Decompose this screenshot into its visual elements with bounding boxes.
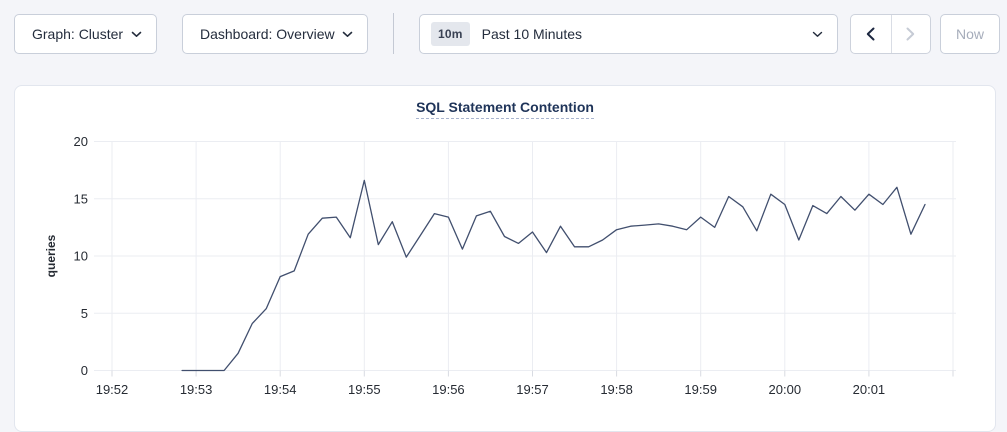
chevron-down-icon <box>812 31 823 37</box>
x-tick-label: 19:55 <box>348 382 381 397</box>
chart-title[interactable]: SQL Statement Contention <box>416 99 594 119</box>
time-range-select[interactable]: 10m Past 10 Minutes <box>419 14 838 54</box>
x-tick-label: 19:52 <box>96 382 129 397</box>
dashboard-dropdown[interactable]: Dashboard: Overview <box>182 14 368 54</box>
chevron-right-icon <box>906 27 915 41</box>
graph-dropdown-label: Graph: Cluster <box>32 26 124 42</box>
next-range-button[interactable] <box>890 15 931 53</box>
chart-panel: SQL Statement Contention 0 5 10 15 20 19:52 19… <box>14 85 996 432</box>
y-tick-label: 10 <box>74 249 88 264</box>
y-axis-title: queries <box>44 234 58 277</box>
x-tick-label: 19:59 <box>684 382 717 397</box>
graph-dropdown[interactable]: Graph: Cluster <box>14 14 157 54</box>
x-tick-label: 19:57 <box>516 382 549 397</box>
x-tick-label: 19:54 <box>264 382 297 397</box>
contention-chart[interactable]: 0 5 10 15 20 19:52 19:53 19:54 19:55 19:56 19:57 19… <box>15 124 997 424</box>
x-tick-label: 19:53 <box>180 382 213 397</box>
chart-title-row: SQL Statement Contention <box>15 99 995 121</box>
time-range-arrows <box>850 14 931 54</box>
time-range-label: Past 10 Minutes <box>481 26 583 42</box>
y-tick-label: 20 <box>74 134 88 149</box>
x-tick-label: 20:00 <box>769 382 802 397</box>
time-range-badge: 10m <box>431 22 470 46</box>
chevron-down-icon <box>342 31 353 37</box>
toolbar-divider <box>393 13 394 54</box>
chevron-left-icon <box>867 27 875 41</box>
now-button-label: Now <box>955 26 984 42</box>
series-line <box>181 179 926 372</box>
x-tick-label: 20:01 <box>853 382 886 397</box>
now-button[interactable]: Now <box>940 14 1000 54</box>
y-tick-label: 5 <box>81 306 88 321</box>
y-tick-label: 0 <box>81 363 88 378</box>
chevron-down-icon <box>131 31 142 37</box>
prev-range-button[interactable] <box>851 15 891 53</box>
dashboard-dropdown-label: Dashboard: Overview <box>200 26 335 42</box>
y-tick-label: 15 <box>74 191 88 206</box>
x-tick-label: 19:56 <box>432 382 465 397</box>
x-tick-label: 19:58 <box>600 382 633 397</box>
